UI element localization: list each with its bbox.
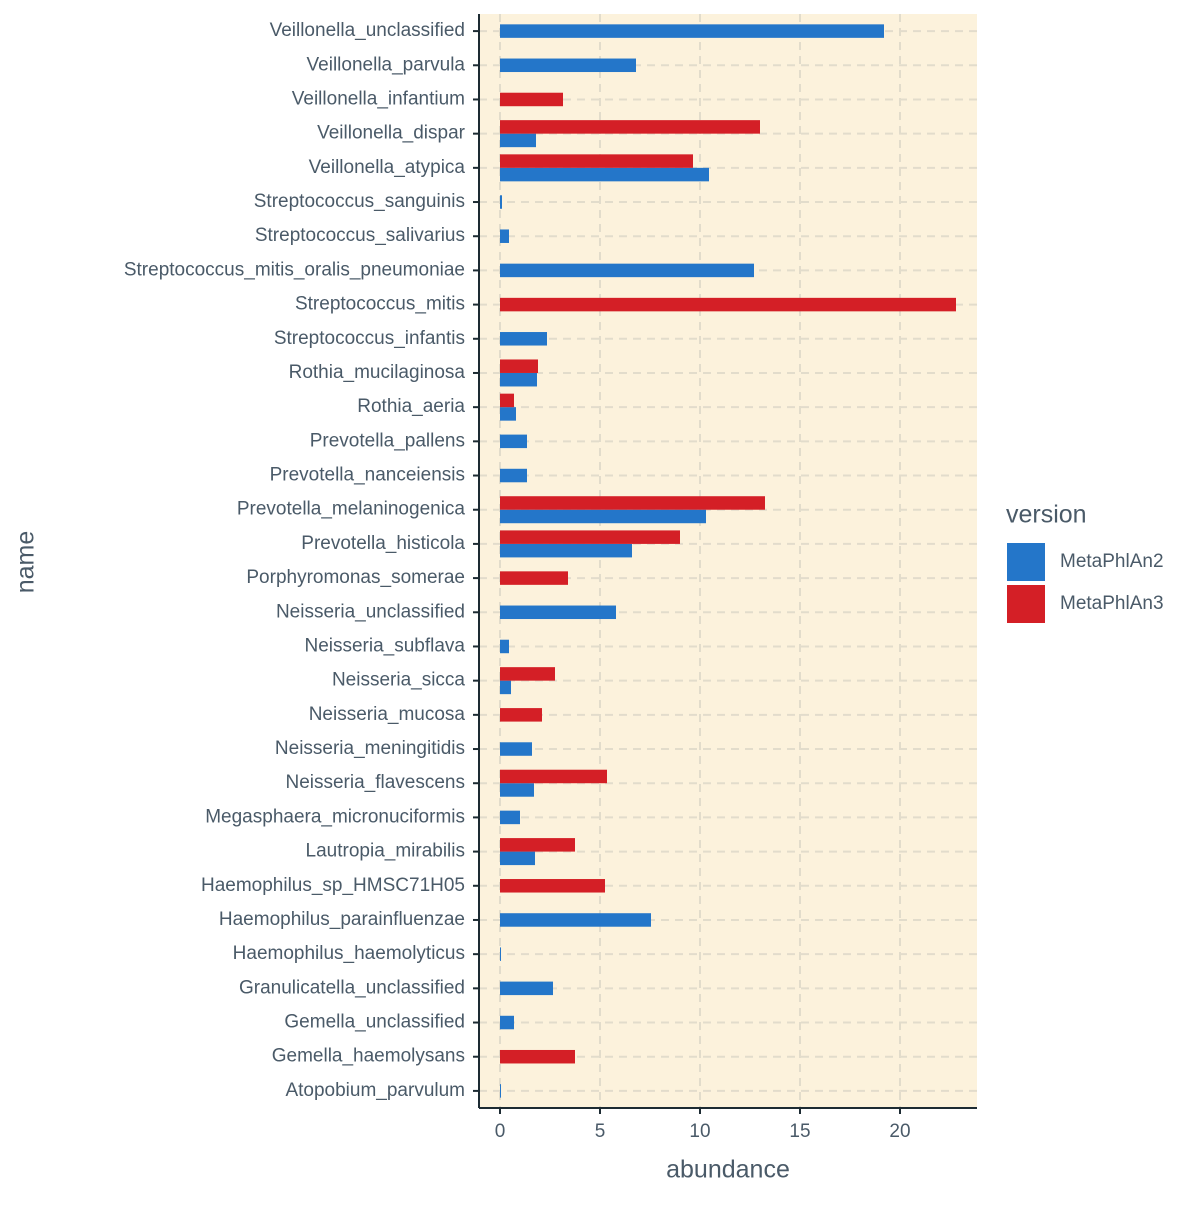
x-tick-label: 20 bbox=[889, 1121, 910, 1142]
bar bbox=[500, 195, 502, 209]
y-tick-label: Neisseria_meningitidis bbox=[275, 738, 465, 759]
y-tick-label: Gemella_haemolysans bbox=[272, 1046, 465, 1067]
y-tick-label: Streptococcus_infantis bbox=[274, 328, 465, 349]
y-tick-label: Prevotella_histicola bbox=[301, 533, 465, 554]
y-tick-label: Veillonella_atypica bbox=[309, 157, 466, 178]
y-tick-label: Megasphaera_micronuciformis bbox=[205, 806, 465, 827]
y-tick-label: Veillonella_dispar bbox=[317, 123, 466, 144]
bar bbox=[500, 769, 607, 784]
bar bbox=[500, 167, 709, 182]
bar bbox=[500, 1049, 575, 1064]
legend-label: MetaPhlAn2 bbox=[1060, 551, 1164, 572]
bar bbox=[500, 297, 956, 312]
y-tick-label: Neisseria_mucosa bbox=[309, 704, 466, 725]
y-tick-label: Porphyromonas_somerae bbox=[246, 567, 465, 588]
bar bbox=[500, 1015, 514, 1030]
y-tick-label: Neisseria_sicca bbox=[332, 670, 465, 691]
y-tick-label: Streptococcus_mitis bbox=[295, 294, 465, 315]
bar bbox=[500, 680, 511, 695]
bar bbox=[500, 639, 509, 654]
x-axis-title: abundance bbox=[666, 1156, 790, 1184]
y-tick-label: Veillonella_infantium bbox=[292, 88, 465, 109]
bar bbox=[500, 708, 542, 722]
x-tick-label: 15 bbox=[789, 1121, 810, 1142]
bar bbox=[500, 434, 527, 449]
y-tick-label: Lautropia_mirabilis bbox=[306, 841, 465, 862]
y-tick-label: Prevotella_nanceiensis bbox=[270, 465, 465, 486]
y-tick-label: Prevotella_melaninogenica bbox=[237, 499, 466, 520]
y-tick-label: Neisseria_flavescens bbox=[285, 772, 465, 793]
y-tick-label: Rothia_mucilaginosa bbox=[289, 362, 466, 383]
bar bbox=[500, 372, 537, 387]
legend-title: version bbox=[1006, 501, 1087, 529]
bar bbox=[500, 120, 760, 134]
bar bbox=[500, 496, 765, 510]
y-tick-label: Veillonella_unclassified bbox=[270, 20, 465, 41]
bar bbox=[500, 468, 527, 483]
bar bbox=[500, 407, 516, 421]
x-tick-label: 10 bbox=[689, 1121, 710, 1142]
y-axis-title: name bbox=[12, 531, 40, 594]
legend-label: MetaPhlAn3 bbox=[1060, 593, 1164, 614]
bar bbox=[500, 92, 563, 107]
bar bbox=[500, 913, 651, 927]
y-tick-label: Prevotella_pallens bbox=[310, 430, 465, 451]
bar bbox=[500, 571, 568, 585]
y-tick-label: Haemophilus_haemolyticus bbox=[233, 943, 465, 964]
bar bbox=[500, 605, 616, 620]
bar bbox=[500, 838, 575, 852]
y-tick-label: Atopobium_parvulum bbox=[285, 1080, 465, 1101]
bar bbox=[500, 154, 693, 168]
y-tick-label: Neisseria_subflava bbox=[304, 635, 465, 656]
bar bbox=[500, 509, 706, 524]
bar bbox=[500, 393, 514, 408]
bar bbox=[500, 229, 509, 243]
bar bbox=[500, 58, 636, 73]
bar bbox=[500, 332, 547, 346]
x-tick-label: 0 bbox=[495, 1121, 506, 1142]
y-tick-label: Rothia_aeria bbox=[357, 396, 465, 417]
bar bbox=[500, 742, 532, 756]
y-tick-label: Veillonella_parvula bbox=[307, 54, 466, 75]
bar bbox=[500, 263, 754, 278]
bar bbox=[500, 947, 501, 961]
y-tick-label: Streptococcus_sanguinis bbox=[254, 191, 465, 212]
bar bbox=[500, 24, 884, 38]
y-tick-label: Neisseria_unclassified bbox=[276, 601, 465, 622]
legend-key bbox=[1007, 543, 1045, 581]
y-tick-label: Streptococcus_salivarius bbox=[255, 225, 465, 246]
bar bbox=[500, 1084, 501, 1098]
bar bbox=[500, 783, 534, 797]
legend-key bbox=[1007, 585, 1045, 623]
bar bbox=[500, 810, 520, 825]
bar bbox=[500, 851, 535, 866]
bar bbox=[500, 359, 538, 373]
y-tick-label: Streptococcus_mitis_oralis_pneumoniae bbox=[124, 259, 465, 280]
y-tick-label: Haemophilus_sp_HMSC71H05 bbox=[201, 875, 465, 896]
bar bbox=[500, 879, 605, 893]
x-tick-label: 5 bbox=[595, 1121, 606, 1142]
bar bbox=[500, 981, 553, 996]
bar bbox=[500, 543, 632, 558]
y-tick-label: Haemophilus_parainfluenzae bbox=[219, 909, 465, 930]
bar bbox=[500, 133, 536, 148]
bar bbox=[500, 667, 555, 681]
y-tick-label: Granulicatella_unclassified bbox=[239, 977, 465, 998]
bar bbox=[500, 530, 680, 544]
y-tick-label: Gemella_unclassified bbox=[284, 1012, 465, 1033]
